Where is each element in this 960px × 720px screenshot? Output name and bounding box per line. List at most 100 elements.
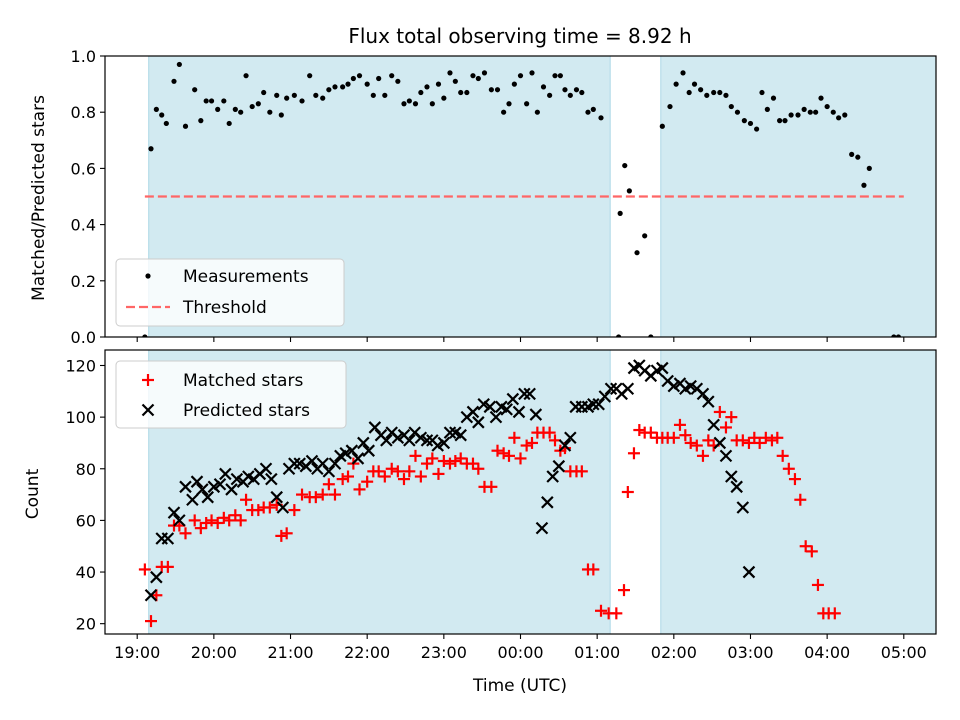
predicted-stars-point-57	[472, 416, 485, 429]
measurement-point-18	[249, 103, 255, 110]
predicted-stars-point-68	[535, 521, 549, 535]
x-axis-label: Time (UTC)	[472, 676, 567, 696]
legend-measurements-label: Measurements	[183, 267, 309, 287]
measurement-point-56	[481, 70, 488, 76]
measurement-point-111	[836, 115, 842, 121]
measurement-point-15	[232, 106, 238, 112]
predicted-stars-point-b	[276, 501, 290, 514]
measurement-point-89	[704, 92, 710, 98]
predicted-stars-point-100	[719, 449, 733, 463]
matched-stars-point-17	[240, 493, 253, 506]
predicted-stars-point-b	[293, 457, 306, 470]
predicted-stars-point-52	[443, 426, 457, 439]
predicted-stars-point-8	[190, 475, 204, 488]
measurement-point-61	[511, 81, 517, 87]
matched-stars-point-25	[288, 504, 301, 517]
matched-stars-point-49	[437, 455, 450, 468]
measurement-point-62	[517, 73, 524, 79]
measurement-point-101	[777, 118, 783, 124]
measurement-point-75	[590, 106, 596, 112]
matched-stars-point-30	[322, 478, 335, 491]
predicted-stars-point-b	[638, 364, 651, 377]
predicted-stars-point-60	[489, 410, 503, 424]
predicted-stars-point-31	[322, 465, 336, 478]
top-plot-area: 0.0 0.2 0.4 0.6 0.8 1.0 Measurements Threshold	[71, 47, 937, 347]
predicted-stars-point-45	[403, 434, 416, 447]
legend-matched-label: Matched stars	[183, 371, 303, 391]
predicted-stars-point-b	[684, 379, 697, 393]
measurement-point-13	[221, 98, 227, 104]
matched-stars-point-44	[409, 449, 422, 462]
measurement-point-5	[171, 78, 177, 84]
predicted-stars-point-b	[167, 506, 181, 519]
predicted-stars-point-b	[420, 434, 434, 447]
matched-stars-point-73	[575, 465, 588, 478]
predicted-stars-point-104	[742, 565, 756, 579]
predicted-stars-point-5	[173, 514, 186, 527]
measurement-point-40	[389, 73, 395, 79]
bottom-y-tick-label-2: 60	[76, 511, 96, 530]
predicted-stars-point-b	[489, 410, 503, 424]
predicted-stars-point-b	[713, 436, 727, 450]
measurement-point-6	[176, 61, 182, 68]
predicted-stars-point-103	[736, 501, 750, 514]
predicted-stars-point-62	[500, 403, 513, 416]
predicted-stars-point-b	[454, 428, 467, 442]
predicted-stars-point-59	[483, 400, 497, 414]
measurement-point-107	[813, 109, 819, 115]
measurement-point-47	[429, 101, 435, 107]
measurement-point-119	[891, 334, 897, 337]
measurement-point-85	[680, 70, 686, 76]
matched-stars-point-97	[719, 421, 732, 434]
predicted-stars-point-89	[656, 361, 669, 375]
predicted-stars-point-b	[730, 480, 743, 494]
matched-stars-point-23	[275, 529, 288, 542]
predicted-stars-point-20	[259, 462, 273, 476]
measurement-point-20	[261, 89, 267, 96]
measurement-point-79	[626, 188, 632, 194]
legend-predicted-label: Predicted stars	[183, 401, 310, 421]
measurement-point-116	[866, 165, 872, 171]
measurement-point-64	[529, 70, 535, 76]
predicted-stars-point-b	[598, 390, 612, 403]
predicted-stars-point-71	[552, 459, 566, 473]
predicted-stars-point-13	[219, 467, 232, 481]
predicted-stars-point-37	[357, 436, 370, 450]
measurement-point-67	[547, 92, 553, 98]
predicted-stars-point-b	[466, 405, 480, 419]
matched-stars-point-43	[403, 465, 416, 478]
matched-stars-point-31	[328, 488, 341, 501]
measurement-point-60	[506, 101, 512, 107]
predicted-stars-point-b	[500, 403, 513, 416]
predicted-stars-point-b	[742, 565, 756, 579]
predicted-stars-point-78	[592, 397, 605, 411]
predicted-stars-point-64	[512, 405, 526, 419]
matched-stars-point-63	[520, 439, 533, 452]
measurement-point-108	[818, 95, 824, 101]
predicted-stars-point-b	[230, 472, 244, 486]
predicted-stars-point-b	[362, 444, 375, 457]
predicted-stars-point-79	[598, 390, 612, 403]
matched-stars-point-47	[426, 452, 439, 465]
predicted-stars-point-101	[725, 470, 738, 483]
predicted-stars-point-b	[196, 483, 209, 496]
matched-stars-point-40	[385, 462, 398, 475]
measurement-point-38	[376, 75, 382, 82]
top-y-tick-label-2: 0.4	[71, 216, 96, 235]
predicted-stars-point-b	[322, 465, 336, 478]
matched-stars-point-45	[414, 470, 427, 483]
measurement-point-14	[226, 120, 232, 127]
top-legend-box	[115, 258, 345, 327]
predicted-stars-point-b	[472, 416, 485, 429]
matched-stars-point-116	[828, 607, 841, 620]
predicted-stars-point-63	[506, 392, 520, 406]
legend-measurements-marker	[145, 273, 151, 279]
top-y-tick-label-5: 1.0	[71, 47, 96, 66]
bottom-y-axis-label: Count	[23, 468, 43, 519]
top-y-tick-label-1: 0.2	[71, 272, 96, 291]
measurement-point-59	[501, 109, 507, 115]
predicted-stars-point-b	[385, 426, 398, 439]
matched-stars-point-50	[443, 457, 456, 470]
measurement-point-25	[291, 92, 297, 98]
measurement-point-63	[524, 101, 530, 107]
